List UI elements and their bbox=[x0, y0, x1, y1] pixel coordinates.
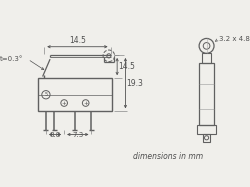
Bar bbox=[202, 53, 211, 63]
Text: 14.5: 14.5 bbox=[69, 36, 86, 45]
Text: dimensions in mm: dimensions in mm bbox=[132, 151, 203, 160]
Text: +: + bbox=[62, 101, 66, 105]
Bar bbox=[203, 134, 210, 142]
Bar bbox=[38, 78, 112, 111]
Bar bbox=[199, 63, 214, 125]
Text: 5: 5 bbox=[44, 92, 48, 97]
Bar bbox=[198, 125, 216, 134]
Text: 3.2 x 4.8: 3.2 x 4.8 bbox=[219, 36, 250, 42]
Text: 14.5: 14.5 bbox=[118, 62, 135, 71]
Text: 7.3: 7.3 bbox=[72, 132, 84, 138]
Text: +: + bbox=[83, 101, 88, 105]
Text: t=0.3°: t=0.3° bbox=[0, 56, 23, 62]
Text: 19.3: 19.3 bbox=[127, 79, 144, 88]
Text: 8.8: 8.8 bbox=[50, 132, 61, 138]
